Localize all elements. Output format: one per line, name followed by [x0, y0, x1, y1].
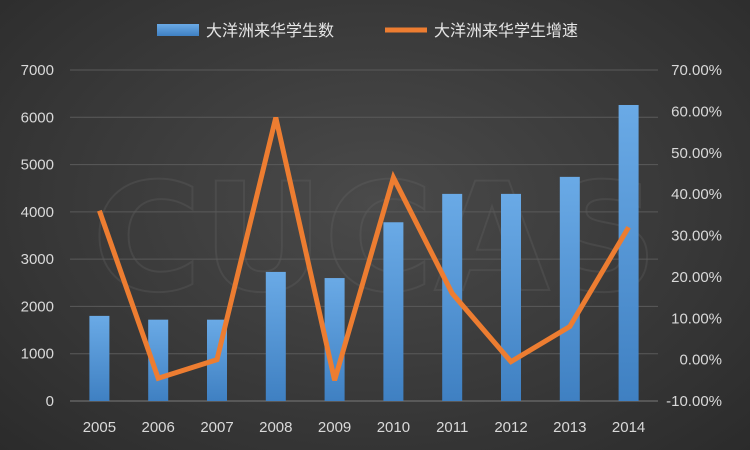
- right-tick-label: 0.00%: [679, 352, 722, 369]
- left-tick-label: 3000: [21, 251, 54, 268]
- right-tick-label: 70.00%: [671, 62, 722, 79]
- left-tick-label: 5000: [21, 157, 54, 174]
- bar: [559, 176, 580, 401]
- right-tick-label: 30.00%: [671, 228, 722, 245]
- left-tick-label: 7000: [21, 62, 54, 79]
- bar: [148, 319, 169, 401]
- bar: [265, 271, 286, 401]
- legend: 大洋洲来华学生数 大洋洲来华学生增速: [157, 21, 578, 40]
- bar: [618, 104, 639, 402]
- x-tick-label: 2008: [259, 419, 292, 436]
- left-tick-label: 1000: [21, 346, 54, 363]
- bar: [501, 193, 521, 401]
- x-tick-label: 2006: [142, 419, 175, 436]
- x-tick-label: 2010: [377, 419, 410, 436]
- bar: [89, 315, 110, 401]
- legend-bar-swatch: [157, 24, 199, 36]
- right-y-axis: -10.00% 0.00% 10.00% 20.00% 30.00% 40.00% 50.0…: [666, 62, 722, 410]
- left-tick-label: 0: [46, 393, 54, 410]
- line-series: [97, 116, 631, 382]
- left-tick-label: 2000: [21, 298, 54, 315]
- left-tick-label: 4000: [21, 204, 54, 221]
- left-y-axis: 0 1000 2000 3000 4000 5000 6000 7000: [21, 62, 54, 410]
- growth-line: [97, 116, 631, 382]
- right-tick-label: 20.00%: [671, 269, 722, 286]
- x-tick-label: 2012: [494, 419, 527, 436]
- legend-line-label: 大洋洲来华学生增速: [434, 21, 578, 40]
- bar: [442, 193, 463, 401]
- x-axis: 2005 2006 2007 2008 2009 2010 2011 2012 2013 2014: [83, 419, 646, 436]
- right-tick-label: 10.00%: [671, 310, 722, 327]
- right-tick-label: 50.00%: [671, 145, 722, 162]
- right-tick-label: 60.00%: [671, 103, 722, 120]
- x-tick-label: 2014: [612, 419, 645, 436]
- right-tick-label: -10.00%: [666, 393, 722, 410]
- x-tick-label: 2005: [83, 419, 116, 436]
- x-tick-label: 2013: [553, 419, 586, 436]
- left-tick-label: 6000: [21, 109, 54, 126]
- right-tick-label: 40.00%: [671, 186, 722, 203]
- legend-bar-label: 大洋洲来华学生数: [206, 21, 334, 40]
- bar-series: [89, 104, 639, 402]
- x-tick-label: 2011: [436, 419, 468, 436]
- x-tick-label: 2009: [318, 419, 351, 436]
- bar: [383, 222, 404, 401]
- x-tick-label: 2007: [200, 419, 233, 436]
